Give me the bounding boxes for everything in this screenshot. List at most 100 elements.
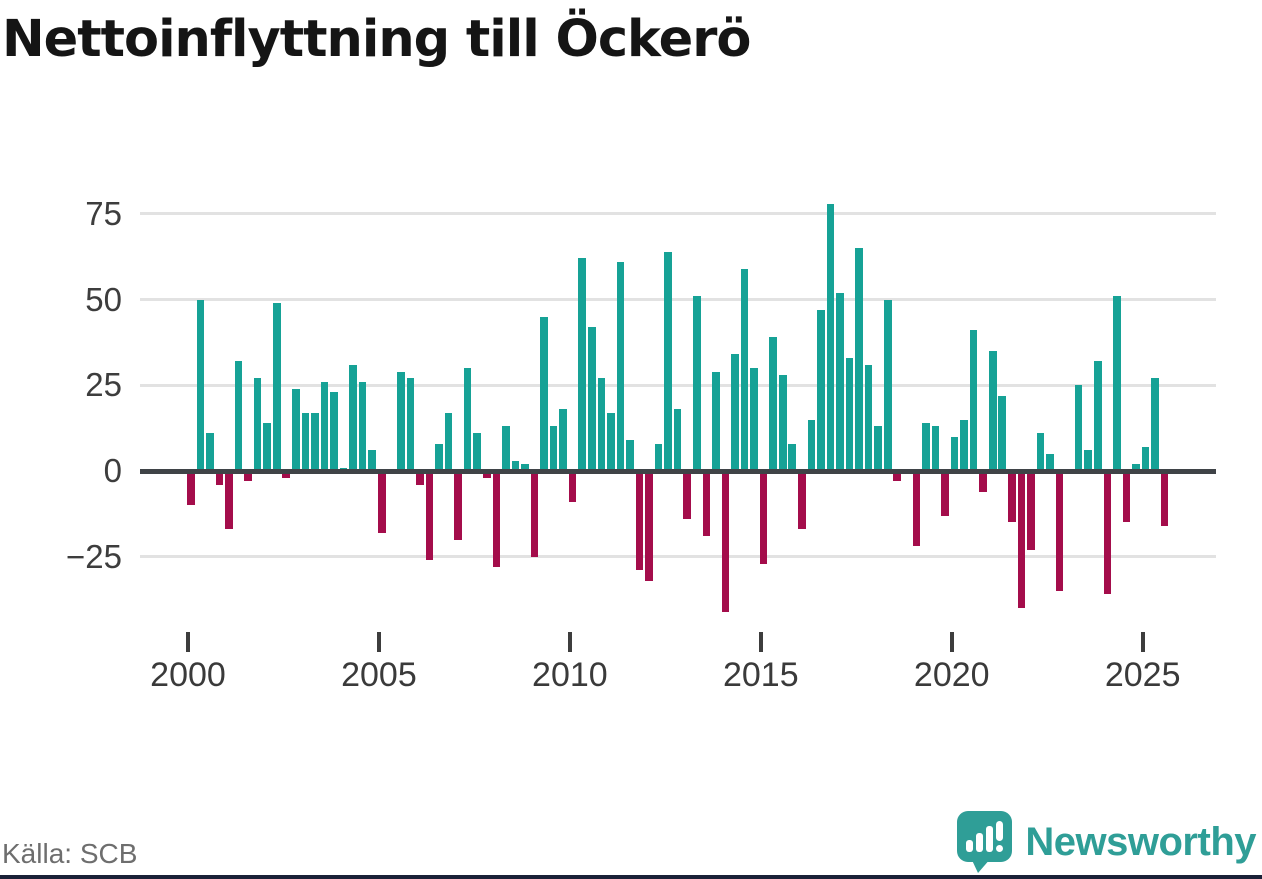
bar-2018-Q3 [893,471,902,482]
bar-2013-Q2 [692,296,701,471]
x-tick-2025 [1140,632,1145,652]
bar-2004-Q4 [368,450,376,471]
bar-2008-Q1 [492,471,501,567]
bar-2014-Q4 [750,368,758,471]
x-tick-label-2015: 2015 [722,656,799,694]
bar-2017-Q2 [845,357,854,471]
bar-2025-Q3 [1160,471,1169,526]
x-tick-2000 [186,632,190,652]
y-tick-label-25: 25 [85,366,122,404]
bar-2001-Q3 [244,471,252,482]
bar-2003-Q1 [301,412,310,471]
bar-2016-Q3 [817,309,825,471]
bar-2014-Q2 [731,354,739,471]
bar-2017-Q4 [864,364,873,471]
newsworthy-wordmark: Newsworthy [1025,819,1256,864]
bar-2011-Q2 [616,261,625,471]
bar-2003-Q2 [311,412,319,471]
bar-2018-Q2 [883,299,892,471]
bar-2022-Q1 [1027,471,1035,550]
bar-2022-Q4 [1055,471,1064,591]
bar-2019-Q4 [941,471,949,516]
bar-2016-Q1 [798,471,806,530]
bar-2005-Q1 [377,471,386,533]
bar-2021-Q2 [998,395,1007,471]
bar-2013-Q1 [683,471,692,519]
x-tick-2010 [567,632,572,652]
bar-2024-Q4 [1132,464,1140,471]
bar-2011-Q3 [626,440,634,471]
bar-2023-Q4 [1093,361,1102,471]
y-tick-label-75: 75 [85,194,122,232]
bar-2025-Q1 [1141,446,1150,471]
bar-2022-Q3 [1046,453,1054,471]
bar-2006-Q2 [425,471,434,561]
x-tick-label-2005: 2005 [341,656,417,694]
bar-2017-Q1 [836,292,844,471]
x-tick-label-2020: 2020 [913,656,990,694]
bar-2008-Q2 [502,426,510,471]
bar-2012-Q1 [645,471,653,581]
bar-2019-Q2 [922,422,930,471]
bar-2023-Q2 [1074,385,1083,471]
bar-2001-Q4 [253,378,262,471]
bar-2016-Q2 [807,419,816,471]
bar-2005-Q4 [406,378,415,471]
bar-2021-Q1 [988,350,997,471]
bar-2003-Q3 [320,381,329,471]
bar-2007-Q1 [454,471,462,540]
bar-2002-Q1 [263,422,271,471]
bar-2008-Q3 [511,460,520,471]
bar-2004-Q2 [349,364,357,471]
bar-2012-Q2 [654,443,663,471]
gridline-75 [140,212,1216,216]
bar-2019-Q3 [931,426,940,471]
bar-2001-Q2 [234,361,243,471]
x-tick-label-2025: 2025 [1104,656,1181,694]
bar-2019-Q1 [912,471,921,547]
bar-2012-Q3 [664,251,672,471]
bar-2017-Q3 [855,248,863,471]
bar-2024-Q3 [1122,471,1131,523]
bar-2005-Q3 [397,371,405,471]
bar-2020-Q3 [969,330,978,471]
y-tick-label--25: −25 [66,537,122,575]
gridline-50 [140,298,1216,302]
x-tick-2015 [758,632,763,652]
bar-2025-Q2 [1151,378,1159,471]
bar-2002-Q2 [272,302,281,471]
bar-2010-Q2 [578,258,587,471]
bar-2006-Q4 [444,412,453,471]
zero-axis-line [140,468,1216,474]
bar-2000-Q2 [196,299,205,471]
bar-2015-Q1 [759,471,768,564]
chart-title: Nettoinflyttning till Öckerö [2,10,751,69]
bar-2020-Q1 [950,436,959,471]
bar-2007-Q4 [482,471,491,478]
bar-2000-Q4 [215,471,224,485]
y-tick-label-50: 50 [85,280,122,318]
bar-2001-Q1 [225,471,233,530]
x-tick-2005 [376,632,381,652]
bar-2020-Q2 [960,419,968,471]
bar-2013-Q3 [702,471,711,537]
bar-2009-Q2 [540,316,548,471]
bar-2000-Q1 [187,471,195,506]
bar-2015-Q2 [769,337,777,471]
gridline--25 [140,555,1216,559]
bar-2014-Q3 [740,268,749,471]
x-tick-label-2010: 2010 [532,656,608,694]
bottom-accent-bar [0,875,1262,879]
bar-2009-Q4 [559,409,567,471]
bar-2006-Q3 [435,443,443,471]
bar-2015-Q4 [788,443,797,471]
bar-2002-Q3 [282,471,291,478]
bar-2002-Q4 [292,388,300,471]
bar-2020-Q4 [979,471,987,492]
bar-2021-Q3 [1008,471,1016,523]
bar-2006-Q1 [416,471,424,485]
bar-2003-Q4 [330,392,338,471]
y-tick-label-0: 0 [103,452,122,489]
